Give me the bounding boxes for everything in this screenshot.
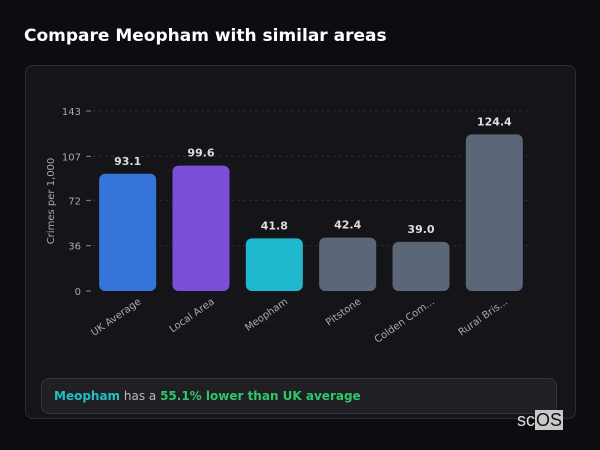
data-label: 41.8 — [261, 219, 288, 232]
x-tick-label: Meopham — [243, 296, 290, 333]
x-tick-label: Rural Bris... — [457, 296, 510, 338]
x-tick-label: UK Average — [89, 296, 143, 338]
y-axis-label: Crimes per 1,000 — [46, 158, 57, 245]
data-label: 42.4 — [334, 219, 361, 232]
x-tick-label: Colden Com... — [373, 296, 437, 345]
bar — [172, 165, 230, 291]
x-tick-label: Local Area — [168, 296, 217, 335]
data-label: 93.1 — [114, 155, 141, 168]
bar — [245, 238, 303, 291]
data-label: 39.0 — [407, 223, 434, 236]
y-tick-label: 36 — [68, 242, 81, 253]
bar — [392, 241, 450, 291]
y-tick-label: 72 — [68, 196, 81, 207]
bar — [319, 237, 377, 291]
summary-text: has a — [120, 389, 161, 403]
bar — [465, 134, 523, 291]
summary-highlight: 55.1% lower than UK average — [160, 389, 361, 403]
y-tick-label: 107 — [62, 152, 81, 163]
scos-logo: scOS — [517, 410, 564, 430]
comparison-summary: Meopham has a 55.1% lower than UK averag… — [41, 378, 557, 414]
x-tick-label: Pitstone — [324, 296, 363, 328]
bar — [99, 173, 157, 291]
summary-place: Meopham — [54, 389, 121, 403]
page-title: Compare Meopham with similar areas — [24, 26, 387, 46]
y-tick-label: 0 — [75, 287, 81, 298]
data-label: 99.6 — [187, 147, 214, 160]
y-tick-label: 143 — [62, 107, 81, 118]
data-label: 124.4 — [477, 115, 512, 128]
